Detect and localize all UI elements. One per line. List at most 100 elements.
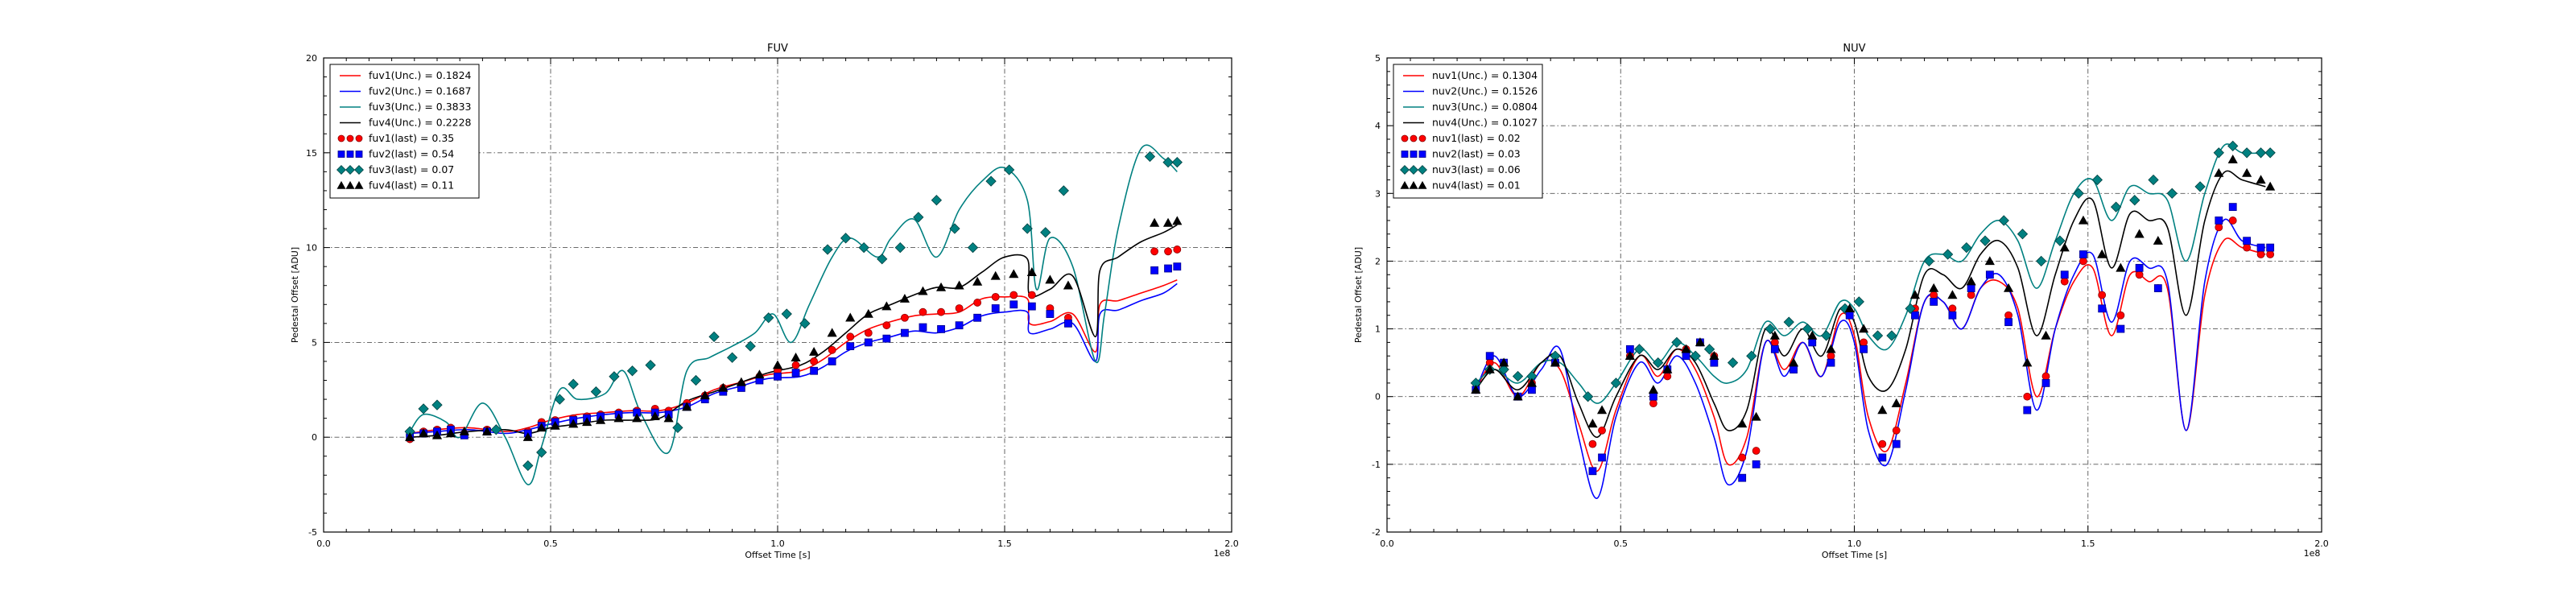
fuv-series-group: [404, 144, 1183, 485]
nuv-ytick-label: 5: [1375, 53, 1381, 64]
fuv-marker-point: [690, 374, 702, 386]
nuv-marker-point: [1891, 398, 1901, 407]
nuv-marker-point: [1853, 296, 1864, 307]
nuv-series-2: [1475, 218, 2266, 499]
fuv-ticks: [323, 57, 1232, 533]
nuv-marker-point: [1513, 391, 1523, 401]
fuv-marker-point: [881, 301, 892, 311]
fuv-marker-point: [568, 378, 579, 390]
fuv-marker-point: [937, 307, 945, 316]
nuv-marker-point: [2227, 140, 2239, 152]
nuv-line: [1475, 237, 2266, 472]
fuv-legend-box: [329, 64, 480, 199]
fuv-legend-label: fuv2(Unc.) = 0.1687: [369, 85, 472, 97]
nuv-marker-point: [1905, 303, 1916, 314]
nuv-series-group: [1470, 140, 2276, 499]
fuv-marker-point: [568, 419, 579, 428]
nuv-xtick-label: 0.5: [1614, 538, 1629, 549]
nuv-ytick-label: -2: [1372, 527, 1381, 538]
nuv-marker-point: [1648, 385, 1658, 394]
fuv-marker-point: [772, 360, 783, 369]
nuv-legend-label: nuv3(last) = 0.06: [1432, 163, 1521, 175]
nuv-legend-marker-swatch: [1418, 134, 1426, 142]
fuv-marker-point: [1063, 280, 1074, 290]
nuv-marker-point: [2153, 284, 2162, 292]
fuv-marker-point: [1173, 245, 1182, 254]
fuv-legend-marker-swatch: [336, 180, 346, 189]
nuv-marker-point: [2255, 147, 2267, 159]
fuv-marker-point: [954, 280, 964, 290]
nuv-marker-point: [1860, 345, 1868, 353]
fuv-xtick-label: 0.5: [543, 538, 558, 549]
nuv-marker-point: [2079, 250, 2087, 258]
fuv-marker-point: [845, 312, 856, 322]
fuv-marker-point: [1150, 247, 1159, 256]
fuv-marker-point: [809, 346, 819, 356]
nuv-marker-point: [1649, 399, 1657, 408]
nuv-marker-point: [2135, 263, 2144, 272]
fuv-marker-point: [1171, 156, 1183, 168]
fuv-grid: [324, 58, 1232, 532]
nuv-marker-point: [2041, 372, 2050, 381]
fuv-marker-point: [935, 282, 947, 291]
nuv-marker-point: [2166, 188, 2178, 199]
nuv-marker-point: [1550, 357, 1561, 367]
nuv-marker-point: [1826, 344, 1836, 353]
fuv-legend-marker-swatch: [355, 134, 363, 142]
nuv-marker-point: [1827, 352, 1835, 361]
nuv-marker-point: [1770, 338, 1779, 347]
fuv-marker-point: [1064, 319, 1072, 328]
nuv-legend-marker-swatch: [1401, 134, 1409, 142]
nuv-marker-point: [1671, 336, 1682, 349]
fuv-marker-point: [899, 293, 910, 303]
fuv-marker-point: [1046, 310, 1055, 318]
nuv-marker-point: [2017, 229, 2029, 240]
nuv-marker-point: [1911, 311, 1919, 320]
nuv-marker-point: [1512, 370, 1524, 382]
nuv-marker-point: [2129, 195, 2140, 206]
nuv-marker-point: [1598, 426, 1606, 435]
fuv-legend-label: fuv3(Unc.) = 0.3833: [369, 101, 472, 113]
nuv-marker-point: [1769, 330, 1780, 340]
fuv-marker-point: [877, 254, 888, 265]
fuv-ytick-label: 0: [312, 432, 317, 443]
fuv-marker-point: [445, 428, 456, 438]
fuv-marker-point: [882, 334, 891, 343]
fuv-marker-point: [1022, 223, 1033, 234]
nuv-marker-point: [2256, 243, 2265, 252]
fuv-marker-point: [718, 382, 729, 392]
nuv-marker-point: [2110, 201, 2122, 212]
nuv-marker-point: [1877, 405, 1888, 415]
nuv-chart-title: NUV: [1843, 43, 1865, 55]
fuv-marker-point: [840, 233, 852, 244]
fuv-marker-point: [1040, 227, 1051, 238]
fuv-legend-label: fuv3(last) = 0.07: [369, 163, 454, 175]
nuv-marker-point: [1485, 352, 1494, 361]
nuv-marker-point: [1967, 284, 1975, 292]
nuv-marker-point: [2215, 223, 2223, 232]
fuv-marker-point: [828, 345, 836, 354]
fuv-marker-point: [931, 195, 943, 206]
fuv-marker-point: [991, 304, 1000, 312]
nuv-marker-point: [2135, 270, 2144, 279]
fuv-marker-point: [919, 307, 927, 316]
fuv-marker-point: [490, 424, 502, 435]
nuv-marker-point: [1827, 358, 1835, 367]
nuv-marker-point: [1499, 357, 1509, 367]
nuv-marker-point: [1930, 291, 1938, 299]
nuv-marker-point: [1484, 364, 1495, 373]
fuv-marker-point: [827, 328, 837, 337]
fuv-x-axis-label: Offset Time [s]: [745, 550, 810, 560]
nuv-marker-point: [1878, 439, 1887, 448]
nuv-marker-point: [1588, 439, 1597, 448]
nuv-line: [1475, 170, 2266, 438]
nuv-marker-point: [2256, 250, 2265, 258]
fuv-ytick-label: 20: [306, 53, 317, 64]
nuv-marker-point: [2243, 243, 2252, 252]
fuv-chart: 0.0 0.5 1.0 1.5 2.0 -5 0 5 10 15 20 1e8 FUV Offset Ti…: [290, 43, 1239, 560]
fuv-marker-point: [522, 460, 534, 472]
fuv-marker-point: [672, 422, 683, 434]
nuv-marker-point: [2256, 175, 2266, 184]
fuv-marker-point: [973, 313, 982, 322]
nuv-legend-marker-swatch: [1410, 134, 1418, 142]
